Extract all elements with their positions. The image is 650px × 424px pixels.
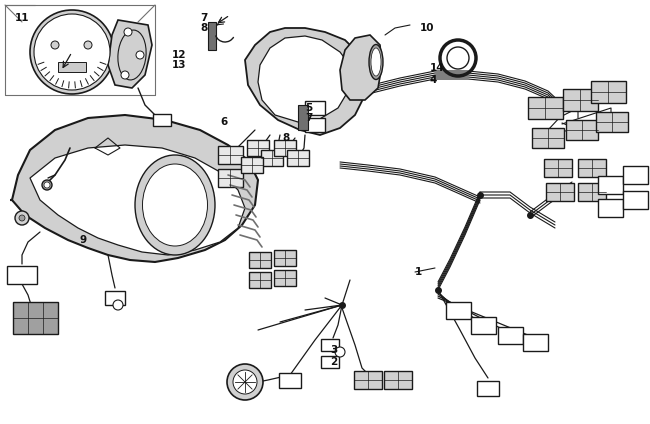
Bar: [544, 159, 572, 177]
Bar: [58, 62, 86, 72]
Circle shape: [15, 211, 29, 225]
Bar: [153, 114, 171, 126]
Bar: [532, 128, 564, 148]
Text: 9: 9: [80, 235, 87, 245]
Circle shape: [136, 51, 144, 59]
Bar: [566, 120, 598, 140]
Bar: [218, 146, 242, 164]
Bar: [249, 252, 271, 268]
Circle shape: [124, 28, 132, 36]
Bar: [562, 89, 597, 111]
Text: 7: 7: [305, 113, 313, 123]
Bar: [249, 272, 271, 288]
Bar: [274, 140, 296, 156]
Bar: [261, 150, 283, 166]
Bar: [287, 150, 309, 166]
Polygon shape: [108, 20, 152, 88]
Bar: [578, 159, 606, 177]
Text: 8: 8: [200, 23, 207, 33]
Circle shape: [233, 370, 257, 394]
Bar: [208, 22, 216, 50]
Bar: [578, 183, 606, 201]
Text: 5: 5: [305, 103, 312, 113]
Text: 4: 4: [430, 75, 437, 85]
Text: 12: 12: [172, 50, 187, 60]
Circle shape: [84, 41, 92, 49]
Bar: [218, 169, 242, 187]
Ellipse shape: [142, 164, 207, 246]
Text: 11: 11: [15, 13, 29, 23]
Bar: [354, 371, 382, 389]
Bar: [477, 380, 499, 396]
Circle shape: [19, 215, 25, 221]
Text: 2: 2: [330, 357, 337, 367]
Text: 10: 10: [420, 23, 434, 33]
Bar: [305, 118, 325, 132]
Circle shape: [335, 347, 345, 357]
Bar: [497, 326, 523, 343]
Text: 13: 13: [172, 60, 187, 70]
Text: 14: 14: [430, 63, 445, 73]
Circle shape: [34, 14, 110, 90]
Circle shape: [227, 364, 263, 400]
Bar: [384, 371, 412, 389]
Ellipse shape: [371, 48, 381, 76]
Ellipse shape: [44, 182, 50, 188]
Bar: [471, 316, 495, 334]
Bar: [321, 356, 339, 368]
Polygon shape: [30, 145, 245, 255]
Bar: [528, 97, 562, 119]
Ellipse shape: [42, 180, 52, 190]
Bar: [546, 183, 574, 201]
Bar: [590, 81, 625, 103]
Circle shape: [51, 41, 59, 49]
Bar: [597, 176, 623, 194]
Polygon shape: [10, 115, 258, 262]
Bar: [305, 101, 325, 115]
Circle shape: [121, 71, 129, 79]
Polygon shape: [340, 35, 382, 100]
Text: 1: 1: [415, 267, 422, 277]
Bar: [279, 373, 301, 388]
Ellipse shape: [369, 45, 383, 80]
Bar: [597, 199, 623, 217]
Bar: [247, 140, 269, 156]
Bar: [596, 112, 628, 132]
Bar: [623, 191, 647, 209]
Polygon shape: [245, 28, 368, 135]
Polygon shape: [258, 36, 352, 122]
Ellipse shape: [135, 155, 215, 255]
Text: 7: 7: [200, 13, 207, 23]
Bar: [105, 291, 125, 305]
Text: 3: 3: [330, 345, 337, 355]
Bar: [274, 270, 296, 286]
Bar: [298, 105, 308, 130]
Bar: [623, 166, 647, 184]
Circle shape: [113, 300, 123, 310]
Circle shape: [30, 10, 114, 94]
Bar: [12, 302, 57, 334]
Text: 8: 8: [282, 133, 289, 143]
Bar: [274, 250, 296, 266]
Bar: [523, 334, 547, 351]
Bar: [7, 266, 37, 284]
Bar: [241, 157, 263, 173]
Text: 6: 6: [220, 117, 228, 127]
Bar: [445, 301, 471, 318]
Bar: [321, 339, 339, 351]
